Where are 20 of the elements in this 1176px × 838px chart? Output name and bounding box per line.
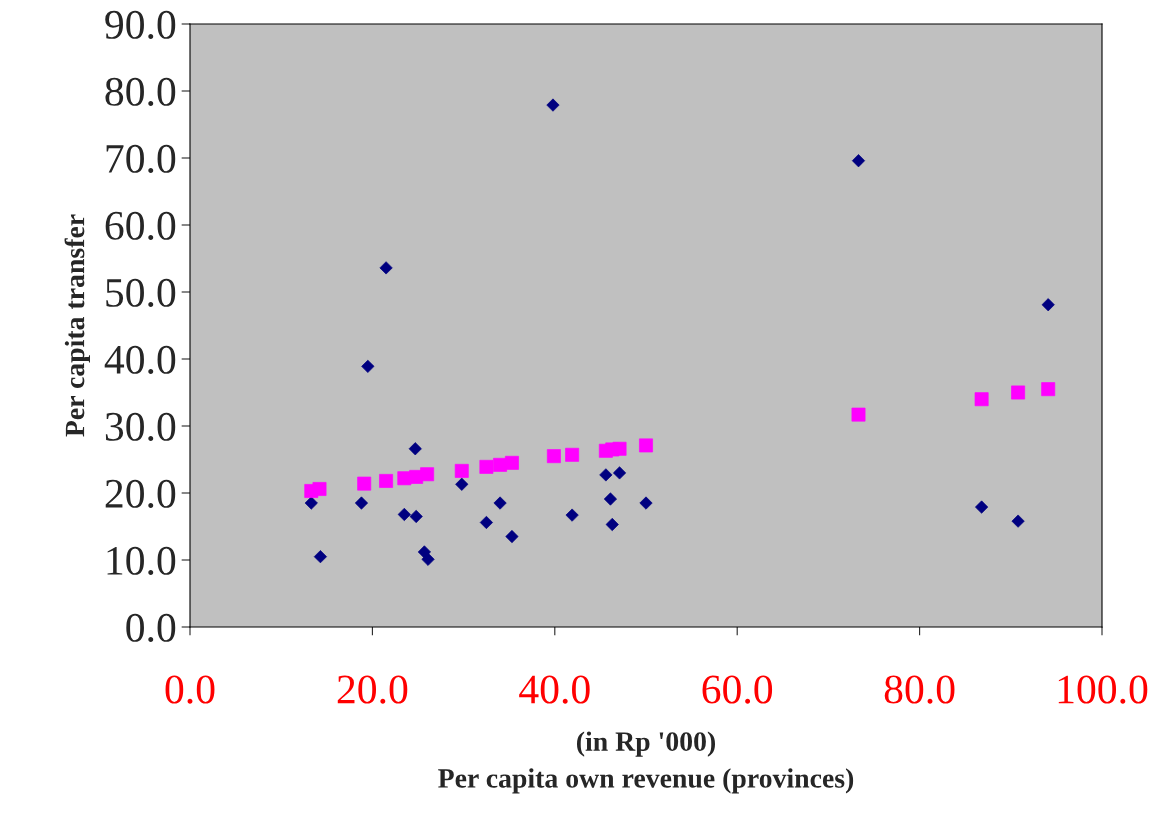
point (851, 154, 866, 168)
x-tick-label: 40.0 (519, 675, 590, 704)
x-tick-label: 60.0 (702, 675, 773, 704)
point (379, 261, 393, 275)
y-tick-label: 20.0 (105, 479, 176, 509)
x-tick-label: 100.0 (1058, 675, 1148, 704)
y-tick-label: 90.0 (105, 10, 176, 40)
y-tick-label: 60.0 (105, 211, 176, 241)
x-tick-label: 0.0 (165, 675, 215, 704)
y-tick-label: 0.0 (126, 613, 176, 643)
x-axis-title: (in Rp '000) Per capita own revenue (provinces) (438, 731, 854, 794)
y-tick-label: 80.0 (105, 77, 176, 107)
y-tick-label: 30.0 (105, 412, 176, 442)
y-axis-title: Per capita transfer (64, 214, 90, 437)
x-tick-label: 20.0 (337, 675, 408, 704)
y-tick-label: 10.0 (107, 546, 176, 576)
x-tick-label: 80.0 (884, 675, 955, 704)
y-tick-label: 50.0 (106, 278, 176, 308)
y-tick-label: 40.0 (104, 345, 176, 375)
y-tick-label: 70.0 (106, 144, 176, 174)
